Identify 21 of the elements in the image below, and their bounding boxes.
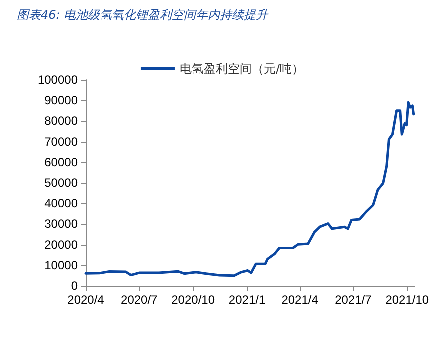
y-tick-label: 60000 <box>44 155 78 170</box>
y-tick-label: 20000 <box>44 238 78 252</box>
y-tick-label: 50000 <box>44 176 78 190</box>
y-tick-label: 70000 <box>44 134 78 149</box>
x-tick-label: 2020/10 <box>172 293 216 307</box>
y-tick-label: 100000 <box>38 73 78 87</box>
chart-title: 图表46: 电池级氢氧化锂盈利空间年内持续提升 <box>17 8 270 22</box>
y-tick-label: 40000 <box>44 196 78 211</box>
y-tick-label: 80000 <box>44 114 78 128</box>
line-series <box>84 101 416 278</box>
x-tick-label: 2021/10 <box>386 293 430 307</box>
x-tick-label: 2020/4 <box>68 293 105 307</box>
y-tick-label: 90000 <box>44 94 78 108</box>
x-tick-label: 2020/7 <box>121 293 158 307</box>
y-tick-label: 10000 <box>44 258 78 272</box>
x-tick-label: 2021/1 <box>228 293 266 307</box>
y-tick-label: 0 <box>71 279 78 293</box>
x-tick-label: 2021/4 <box>282 293 319 307</box>
legend-label: 电氢盈利空间（元/吨） <box>180 62 304 76</box>
x-tick-label: 2021/7 <box>335 293 372 307</box>
y-tick-label: 30000 <box>44 217 78 232</box>
